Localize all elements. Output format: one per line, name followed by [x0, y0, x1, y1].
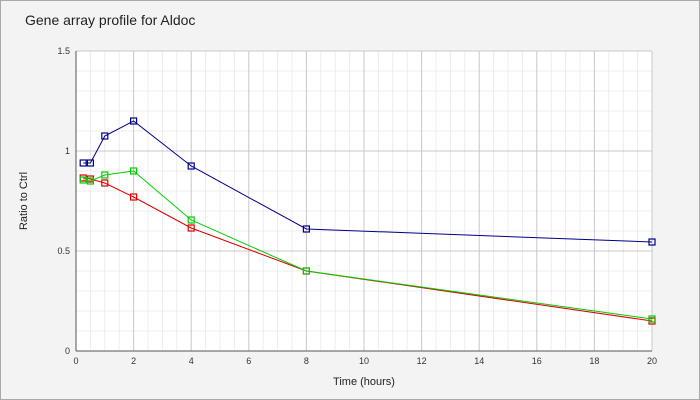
data-point	[130, 193, 138, 201]
data-point	[130, 117, 138, 125]
data-point	[648, 238, 656, 246]
chart-title: Gene array profile for Aldoc	[25, 12, 196, 28]
x-tick-label: 18	[589, 356, 599, 366]
x-tick-label: 12	[417, 356, 427, 366]
data-point	[648, 315, 656, 323]
data-point	[302, 225, 310, 233]
axes	[75, 51, 652, 352]
series-line	[83, 170, 653, 320]
tick-labels: 0 2 4 6 8 10 12 14 16 18 20 0 0.5 1 1.5	[57, 46, 657, 366]
data-point	[130, 167, 138, 175]
series-3	[79, 167, 656, 323]
data-point	[86, 177, 95, 185]
minor-gridlines	[76, 51, 652, 351]
x-tick-label: 4	[189, 356, 194, 366]
x-axis-label: Time (hours)	[333, 376, 395, 388]
x-tick-label: 8	[304, 356, 309, 366]
data-point	[187, 162, 195, 170]
y-axis-label: Ratio to Ctrl	[18, 172, 30, 230]
data-point	[86, 159, 95, 167]
x-tick-label: 20	[647, 356, 657, 366]
x-tick-label: 2	[131, 356, 136, 366]
data-series	[79, 117, 656, 325]
y-tick-label: 1	[65, 146, 70, 156]
x-tick-label: 0	[73, 356, 78, 366]
x-tick-label: 16	[532, 356, 542, 366]
data-point	[101, 179, 109, 187]
data-point	[101, 132, 109, 140]
data-point	[187, 216, 195, 224]
y-tick-label: 0	[65, 346, 70, 356]
y-tick-label: 1.5	[57, 46, 70, 56]
data-point	[187, 224, 195, 232]
data-point	[79, 176, 87, 184]
data-point	[101, 171, 109, 179]
series-1	[79, 117, 656, 246]
data-point	[302, 267, 310, 275]
y-tick-label: 0.5	[57, 246, 70, 256]
data-point	[79, 159, 87, 167]
x-tick-label: 14	[474, 356, 484, 366]
series-line	[83, 120, 653, 243]
x-tick-label: 10	[359, 356, 369, 366]
x-tick-label: 6	[246, 356, 251, 366]
